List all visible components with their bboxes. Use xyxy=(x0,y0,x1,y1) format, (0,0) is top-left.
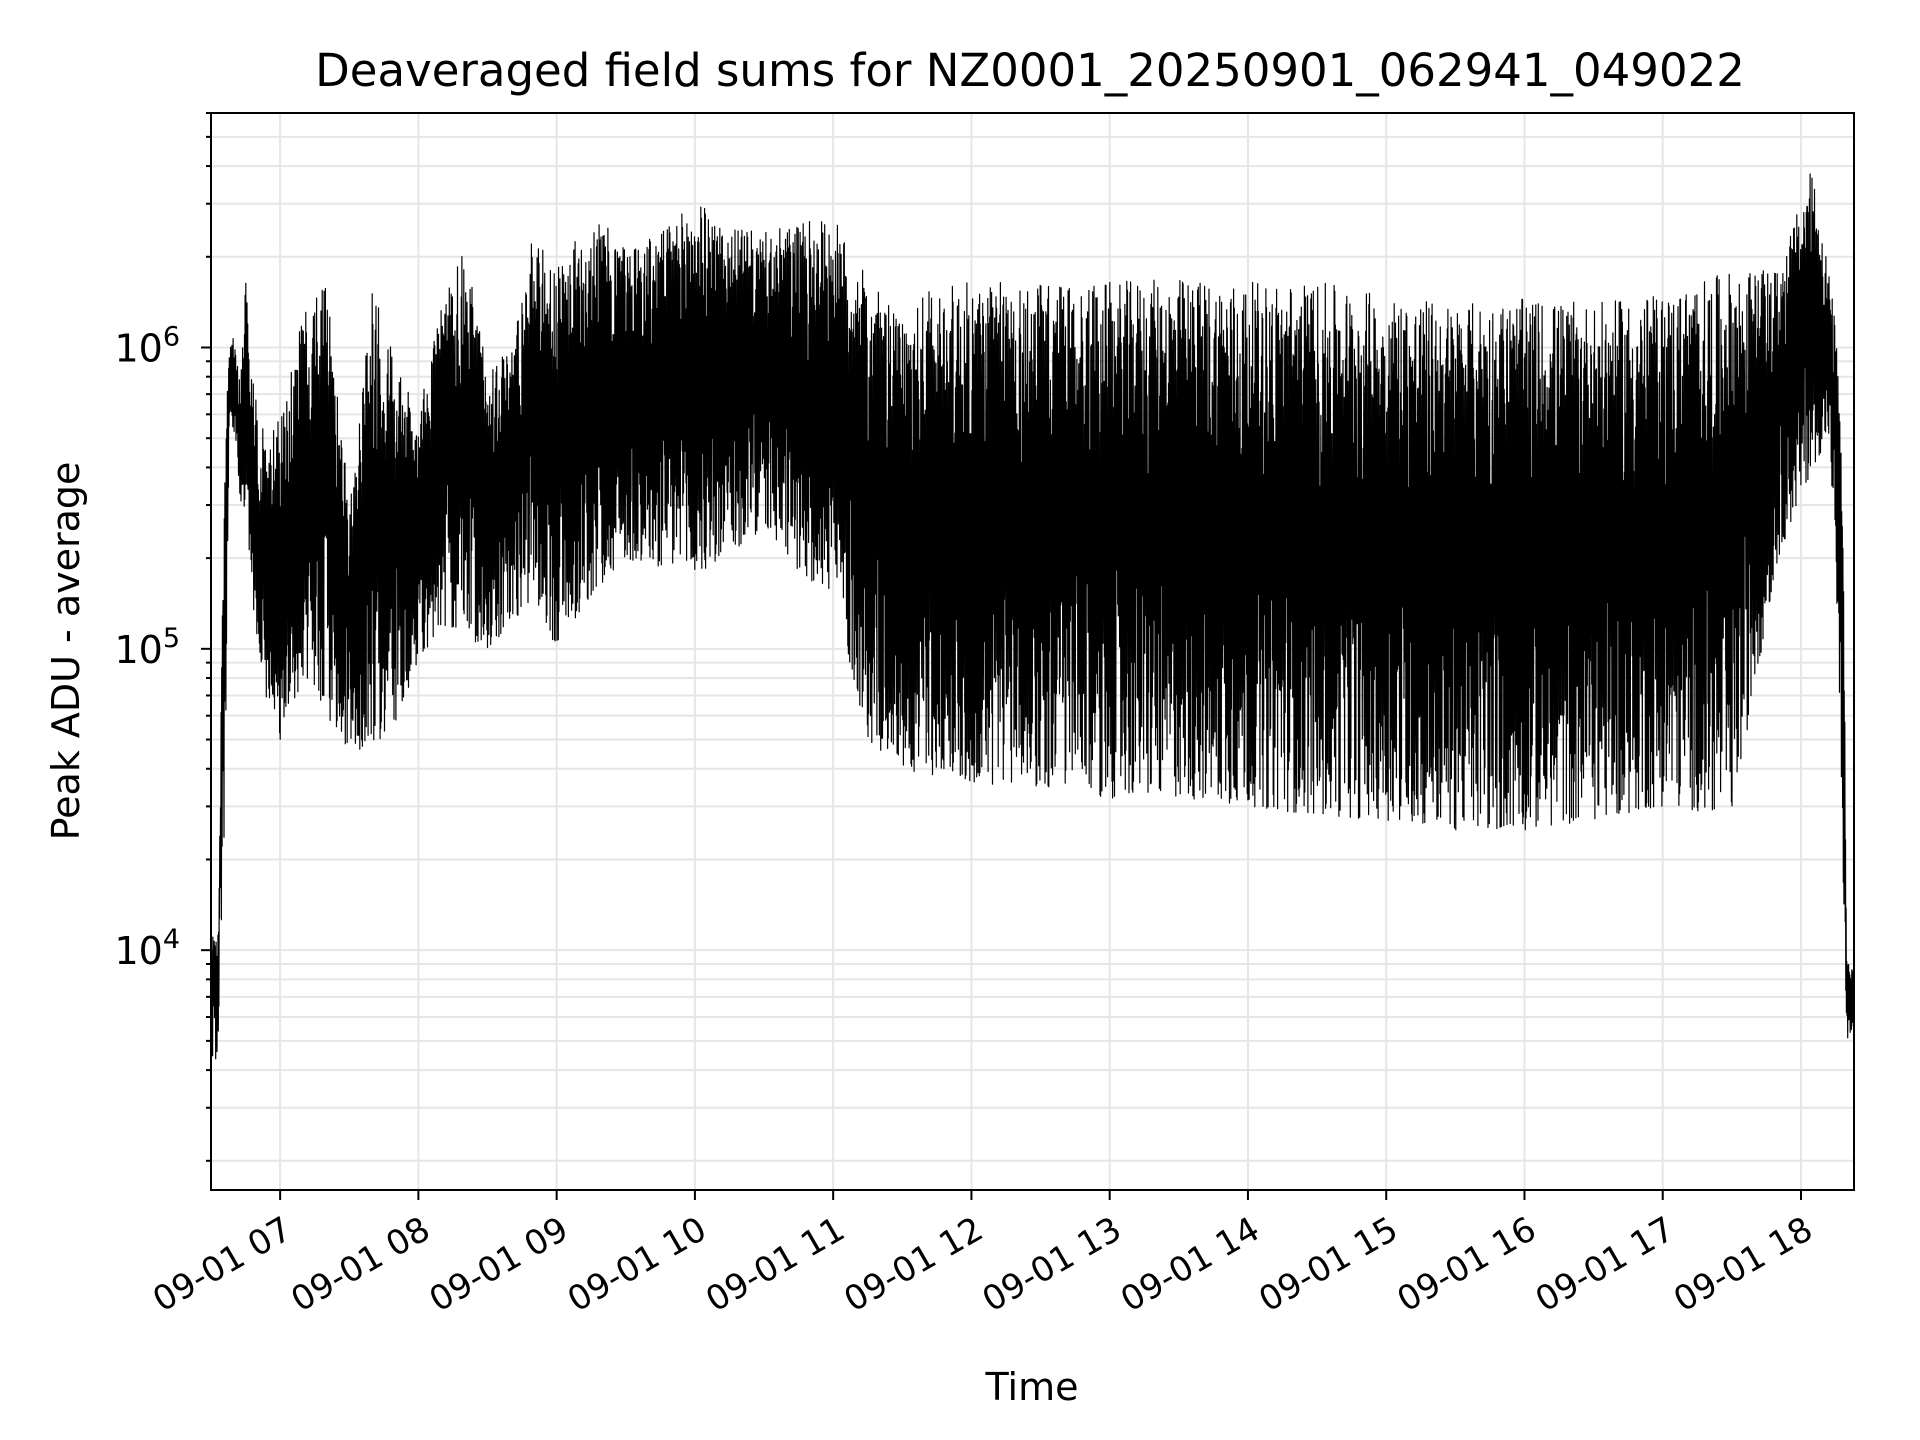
x-axis-label: Time xyxy=(985,1365,1079,1409)
y-axis-label: Peak ADU - average xyxy=(44,462,88,841)
chart-title: Deaveraged field sums for NZ0001_2025090… xyxy=(315,44,1745,97)
plot-frame xyxy=(210,112,1855,1191)
y-tick-label: 106 xyxy=(114,321,180,370)
y-tick-label: 105 xyxy=(114,623,180,672)
y-tick-label: 104 xyxy=(114,924,180,973)
y-axis-ticks: 104 105 106 xyxy=(114,112,211,1162)
data-series xyxy=(210,173,1855,1060)
data-series-line xyxy=(210,173,1855,1060)
